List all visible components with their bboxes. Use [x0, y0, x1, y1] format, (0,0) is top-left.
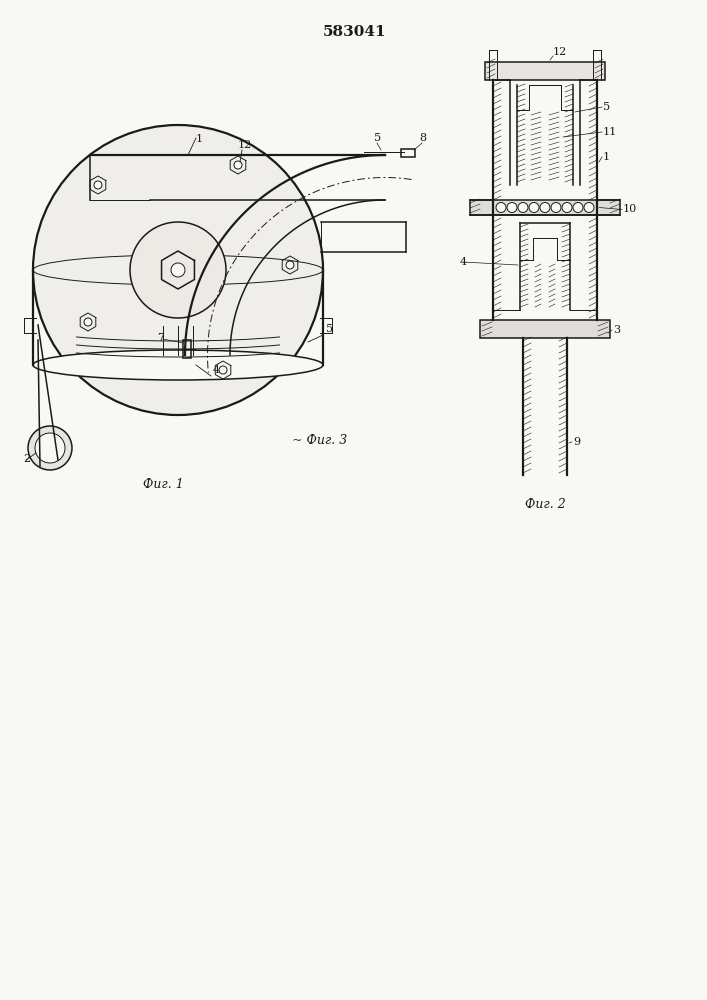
Text: 4: 4 [460, 257, 467, 267]
Bar [470, 200, 620, 215]
Text: Фиг. 2: Фиг. 2 [525, 498, 566, 512]
Circle shape [94, 181, 102, 189]
Circle shape [584, 202, 594, 213]
Circle shape [84, 318, 92, 326]
Text: 8: 8 [419, 133, 426, 143]
Text: 2: 2 [23, 454, 30, 464]
Circle shape [496, 202, 506, 213]
Text: 1: 1 [603, 152, 610, 162]
Circle shape [551, 202, 561, 213]
Circle shape [33, 125, 323, 415]
Text: 5: 5 [603, 102, 610, 112]
Circle shape [35, 433, 65, 463]
Circle shape [130, 222, 226, 318]
Bar [183, 340, 191, 358]
Text: 4: 4 [213, 365, 220, 375]
Circle shape [507, 202, 517, 213]
Circle shape [171, 263, 185, 277]
Ellipse shape [33, 350, 323, 380]
Text: ~ Фиг. 3: ~ Фиг. 3 [293, 434, 348, 446]
Text: 11: 11 [603, 127, 617, 137]
Circle shape [28, 426, 72, 470]
Text: 1: 1 [196, 134, 203, 144]
Text: 7: 7 [157, 333, 164, 343]
Text: 10: 10 [623, 205, 637, 215]
Bar [485, 62, 605, 80]
Circle shape [562, 202, 572, 213]
Text: Фиг. 1: Фиг. 1 [143, 479, 183, 491]
Circle shape [540, 202, 550, 213]
Circle shape [518, 202, 528, 213]
Text: 5: 5 [326, 324, 333, 334]
Text: 3: 3 [613, 325, 620, 335]
Text: 12: 12 [553, 47, 567, 57]
Circle shape [286, 261, 294, 269]
Circle shape [219, 366, 227, 374]
Bar [401, 149, 415, 157]
Text: 583041: 583041 [323, 25, 387, 39]
Text: 9: 9 [573, 437, 580, 447]
Text: 5: 5 [374, 133, 381, 143]
Circle shape [234, 161, 242, 169]
Circle shape [573, 202, 583, 213]
Text: 12: 12 [238, 140, 252, 150]
Circle shape [529, 202, 539, 213]
Bar [480, 320, 610, 338]
